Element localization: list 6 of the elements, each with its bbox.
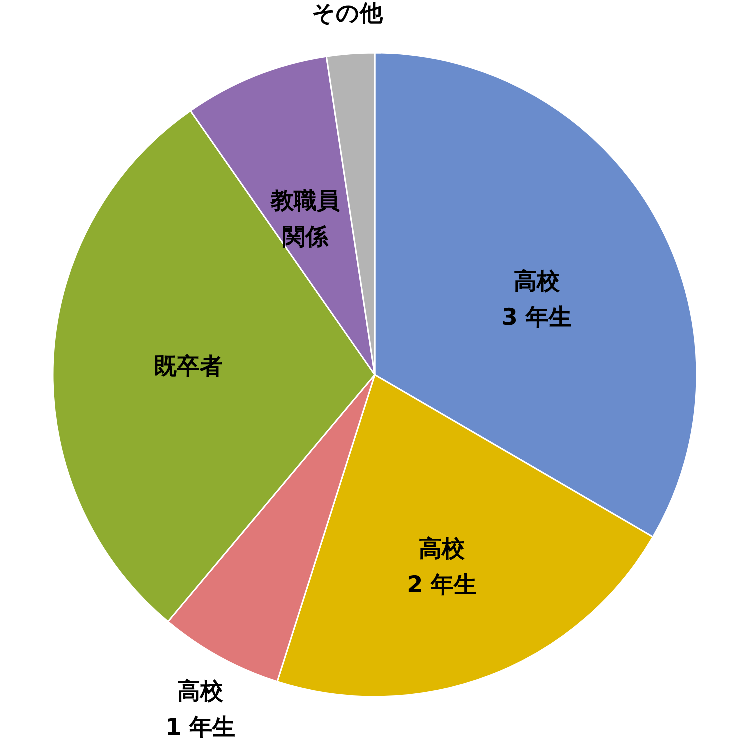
slice-label: 既卒者 [154,352,223,380]
slice-label: 教職員関係 [270,188,340,251]
slice-label: その他 [312,1,384,28]
slice-label: 高校 1 年生 [166,678,236,742]
slice-label: 高校 2 年生 [407,535,478,598]
slice-label: 高校 3 年生 [502,268,572,331]
